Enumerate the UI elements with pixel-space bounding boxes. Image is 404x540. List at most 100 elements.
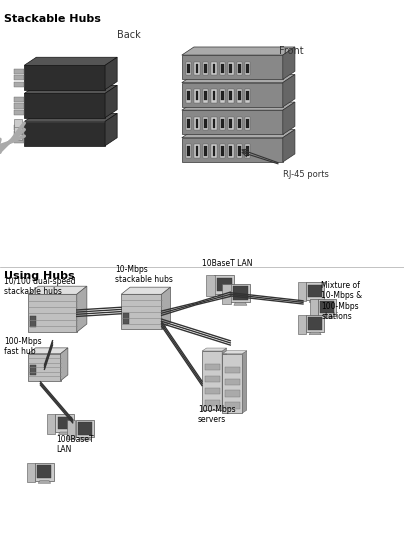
Polygon shape	[121, 287, 170, 294]
Polygon shape	[30, 316, 36, 327]
Polygon shape	[283, 130, 295, 162]
Text: Using Hubs: Using Hubs	[4, 271, 75, 281]
Polygon shape	[246, 146, 249, 156]
Polygon shape	[237, 117, 242, 130]
Polygon shape	[24, 57, 117, 65]
Text: RJ-45 ports: RJ-45 ports	[283, 170, 329, 179]
Polygon shape	[121, 294, 162, 329]
Polygon shape	[211, 89, 217, 103]
Polygon shape	[203, 89, 208, 103]
Polygon shape	[105, 85, 117, 118]
Polygon shape	[283, 102, 295, 134]
Polygon shape	[204, 64, 207, 73]
Polygon shape	[204, 364, 220, 370]
Polygon shape	[14, 110, 24, 115]
Polygon shape	[182, 55, 283, 79]
Polygon shape	[245, 89, 250, 103]
Text: 100-Mbps
fast hub: 100-Mbps fast hub	[4, 337, 42, 356]
Polygon shape	[306, 315, 324, 332]
Polygon shape	[283, 75, 295, 107]
Polygon shape	[14, 82, 24, 87]
Polygon shape	[194, 62, 200, 75]
Polygon shape	[211, 144, 217, 158]
Polygon shape	[202, 351, 222, 410]
Polygon shape	[77, 286, 87, 332]
Polygon shape	[221, 119, 224, 128]
Polygon shape	[187, 64, 190, 73]
Polygon shape	[182, 110, 283, 134]
Polygon shape	[24, 85, 117, 93]
Polygon shape	[186, 144, 191, 158]
Polygon shape	[14, 97, 24, 102]
Polygon shape	[229, 64, 232, 73]
Polygon shape	[194, 144, 200, 158]
Polygon shape	[321, 316, 333, 319]
Polygon shape	[55, 414, 74, 432]
Polygon shape	[318, 299, 336, 316]
Polygon shape	[220, 117, 225, 130]
Polygon shape	[78, 422, 92, 435]
Polygon shape	[24, 65, 105, 90]
Polygon shape	[213, 64, 215, 73]
Polygon shape	[213, 91, 215, 100]
Polygon shape	[24, 113, 117, 122]
Polygon shape	[162, 287, 170, 329]
Polygon shape	[30, 364, 36, 375]
Text: 10/100 dual-speed
stackable hubs: 10/100 dual-speed stackable hubs	[4, 277, 76, 296]
Polygon shape	[187, 91, 190, 100]
Polygon shape	[234, 302, 247, 305]
Polygon shape	[14, 119, 22, 127]
Polygon shape	[298, 315, 306, 334]
Polygon shape	[196, 146, 198, 156]
Polygon shape	[220, 62, 225, 75]
Polygon shape	[237, 144, 242, 158]
Polygon shape	[196, 91, 198, 100]
Polygon shape	[105, 57, 117, 90]
Polygon shape	[204, 376, 220, 382]
Polygon shape	[306, 282, 324, 300]
Polygon shape	[123, 313, 129, 324]
Polygon shape	[309, 332, 321, 335]
Polygon shape	[225, 390, 240, 397]
Polygon shape	[182, 102, 295, 110]
Polygon shape	[14, 69, 24, 74]
Polygon shape	[220, 144, 225, 158]
Polygon shape	[320, 301, 334, 313]
Polygon shape	[28, 294, 77, 332]
Polygon shape	[308, 285, 322, 297]
Polygon shape	[186, 89, 191, 103]
Polygon shape	[24, 122, 105, 146]
Polygon shape	[24, 93, 105, 118]
Polygon shape	[218, 294, 231, 297]
Polygon shape	[211, 62, 217, 75]
Polygon shape	[196, 119, 198, 128]
Polygon shape	[308, 318, 322, 329]
Polygon shape	[182, 47, 295, 55]
Polygon shape	[186, 117, 191, 130]
Polygon shape	[27, 463, 35, 482]
Polygon shape	[222, 354, 242, 413]
Polygon shape	[14, 138, 24, 143]
Polygon shape	[228, 144, 234, 158]
Text: 10BaseT LAN: 10BaseT LAN	[202, 259, 252, 268]
Polygon shape	[182, 138, 283, 162]
Polygon shape	[196, 64, 198, 73]
Polygon shape	[213, 119, 215, 128]
Polygon shape	[14, 131, 24, 137]
Polygon shape	[28, 348, 68, 354]
Polygon shape	[182, 75, 295, 83]
Polygon shape	[228, 117, 234, 130]
Polygon shape	[245, 62, 250, 75]
Polygon shape	[14, 125, 24, 130]
Polygon shape	[59, 432, 71, 435]
Polygon shape	[61, 348, 68, 381]
Text: Back: Back	[118, 30, 141, 40]
Polygon shape	[246, 64, 249, 73]
Polygon shape	[245, 117, 250, 130]
Polygon shape	[182, 130, 295, 138]
Polygon shape	[28, 286, 87, 294]
Polygon shape	[229, 146, 232, 156]
Polygon shape	[38, 465, 51, 478]
Polygon shape	[238, 91, 241, 100]
Polygon shape	[225, 367, 240, 373]
